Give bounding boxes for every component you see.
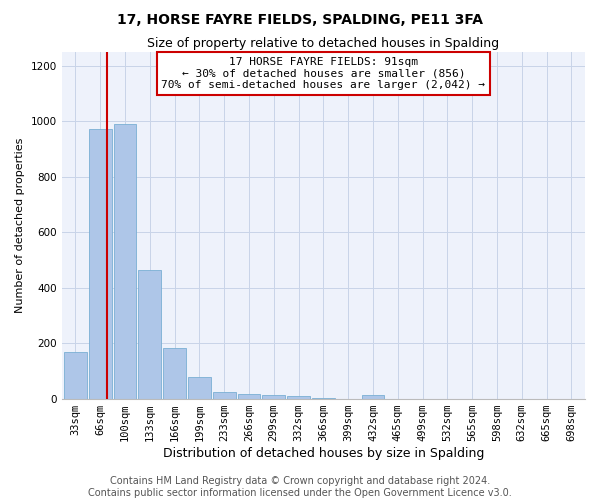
Bar [89, 130, 112, 399]
Bar [163, 348, 186, 399]
Bar [312, 398, 335, 399]
Text: 17 HORSE FAYRE FIELDS: 91sqm
← 30% of detached houses are smaller (856)
70% of s: 17 HORSE FAYRE FIELDS: 91sqm ← 30% of de… [161, 57, 485, 90]
X-axis label: Distribution of detached houses by size in Spalding: Distribution of detached houses by size … [163, 447, 484, 460]
Bar [64, 352, 87, 399]
Text: 17, HORSE FAYRE FIELDS, SPALDING, PE11 3FA: 17, HORSE FAYRE FIELDS, SPALDING, PE11 3… [117, 12, 483, 26]
Bar [113, 124, 136, 399]
Text: Contains HM Land Registry data © Crown copyright and database right 2024.
Contai: Contains HM Land Registry data © Crown c… [88, 476, 512, 498]
Title: Size of property relative to detached houses in Spalding: Size of property relative to detached ho… [147, 38, 499, 51]
Bar [188, 377, 211, 399]
Bar [362, 395, 385, 399]
Y-axis label: Number of detached properties: Number of detached properties [15, 138, 25, 313]
Bar [287, 396, 310, 399]
Bar [238, 394, 260, 399]
Bar [213, 392, 236, 399]
Bar [262, 395, 285, 399]
Bar [139, 270, 161, 399]
